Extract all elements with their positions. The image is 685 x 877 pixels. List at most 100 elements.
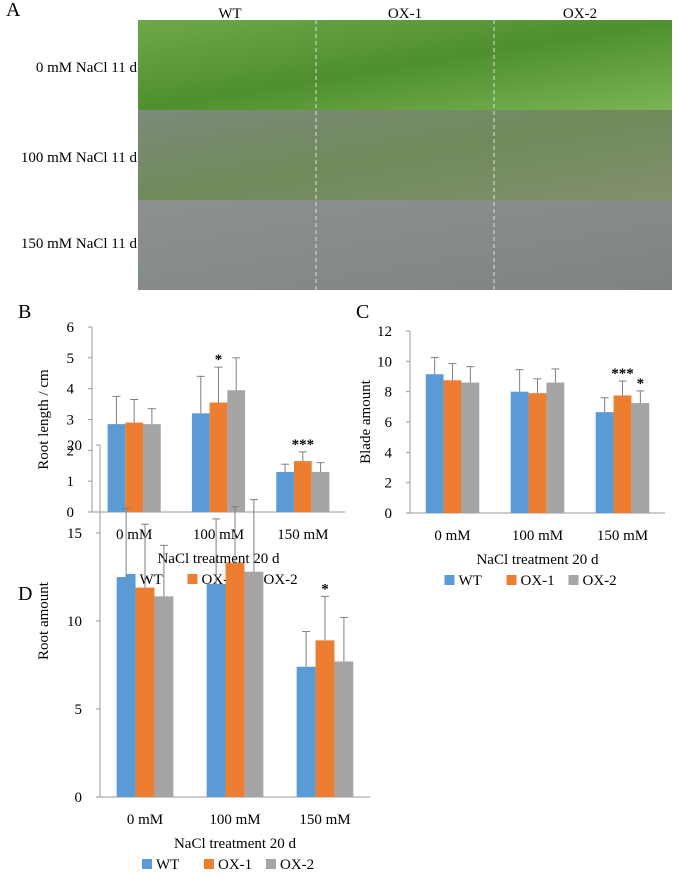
- error-bar: [316, 462, 325, 472]
- error-bar: [231, 506, 239, 563]
- significance: ***: [611, 366, 634, 382]
- error-bar: [249, 499, 258, 572]
- bar: [116, 577, 136, 797]
- error-bar: [551, 368, 560, 383]
- x-tick-label: 0 mM: [127, 812, 163, 828]
- y-tick-label: 4: [385, 445, 393, 461]
- y-tick-label: 15: [67, 526, 82, 542]
- bar: [296, 666, 316, 797]
- error-bar: [302, 631, 311, 667]
- legend-label: OX-2: [280, 857, 314, 872]
- bar: [461, 382, 480, 513]
- x-axis-label: NaCl treatment 20 d: [157, 551, 280, 567]
- y-tick-label: 5: [75, 702, 83, 718]
- error-bar: [600, 397, 609, 413]
- bar: [206, 584, 226, 797]
- y-tick-label: 10: [67, 614, 82, 630]
- x-tick-label: 100 mM: [512, 528, 563, 544]
- bar: [209, 402, 228, 512]
- bar: [293, 461, 312, 512]
- bar: [528, 393, 547, 513]
- legend-label: WT: [156, 857, 179, 872]
- legend-swatch: [142, 859, 152, 869]
- legend-swatch: [204, 859, 214, 869]
- bar: [143, 424, 161, 512]
- y-tick-label: 5: [67, 351, 75, 367]
- column-label: WT: [218, 6, 241, 22]
- legend-label: WT: [459, 573, 482, 589]
- error-bar: [636, 390, 645, 404]
- bar: [595, 412, 614, 513]
- error-bar: [159, 544, 168, 597]
- error-bar: [515, 369, 524, 392]
- bar: [135, 587, 155, 797]
- bar: [276, 471, 294, 512]
- row-label: 0 mM NaCl 11 d: [36, 60, 138, 76]
- bar: [510, 391, 529, 513]
- photo-row: [138, 20, 672, 110]
- photo: A WT OX-1 OX-2 0 mM NaCl 11 d 100 mM NaC…: [6, 0, 672, 290]
- y-axis-label: Root length / cm: [36, 369, 52, 470]
- row-label: 100 mM NaCl 11 d: [21, 150, 138, 166]
- x-tick-label: 150 mM: [597, 528, 648, 544]
- bar: [613, 395, 632, 513]
- column-label: OX-1: [388, 6, 422, 22]
- bar: [631, 403, 650, 513]
- x-tick-label: 0 mM: [434, 528, 470, 544]
- x-tick-label: 0 mM: [116, 527, 152, 543]
- bar: [334, 661, 354, 797]
- bar: [311, 471, 330, 512]
- error-bar: [212, 518, 221, 585]
- legend-swatch: [266, 859, 276, 869]
- error-bar: [298, 451, 307, 462]
- error-bar: [618, 380, 627, 396]
- legend-swatch: [568, 575, 579, 585]
- bar: [191, 413, 210, 512]
- significance: *: [321, 581, 329, 597]
- panel-label: D: [18, 583, 32, 605]
- x-tick-label: 100 mM: [193, 527, 244, 543]
- y-tick-label: 0: [385, 506, 393, 522]
- y-tick-label: 20: [67, 438, 82, 454]
- legend-label: WT: [140, 572, 163, 588]
- bar: [154, 596, 174, 797]
- y-tick-label: 10: [377, 354, 392, 370]
- y-tick-label: 6: [67, 320, 75, 336]
- y-tick-label: 2: [67, 443, 75, 459]
- error-bar: [196, 375, 205, 414]
- y-axis-label: Blade amount: [358, 379, 374, 464]
- x-tick-label: 100 mM: [209, 812, 260, 828]
- error-bar: [430, 357, 439, 375]
- photo-row: [138, 110, 672, 200]
- y-tick-label: 2: [385, 476, 393, 492]
- error-bar: [321, 595, 329, 641]
- legend-label: OX-2: [583, 573, 617, 589]
- bar: [315, 640, 335, 797]
- chart: C 0 2 4 6 8 10 12 Blade amount 0 mM 100 mM 150 mM **…: [356, 301, 665, 589]
- panel-label: C: [356, 301, 369, 323]
- error-bar: [339, 616, 348, 662]
- x-axis-label: NaCl treatment 20 d: [174, 836, 297, 852]
- bar: [244, 571, 264, 797]
- x-tick-label: 150 mM: [299, 812, 350, 828]
- error-bar: [533, 378, 542, 394]
- x-axis-label: NaCl treatment 20 d: [476, 552, 599, 568]
- error-bar: [122, 507, 131, 577]
- row-label: 150 mM NaCl 11 d: [21, 236, 138, 252]
- error-bar: [147, 408, 156, 425]
- error-bar: [281, 463, 290, 472]
- error-bar: [232, 357, 241, 391]
- bar: [227, 390, 246, 512]
- legend-label: OX-1: [218, 857, 252, 872]
- x-tick-label: 150 mM: [277, 527, 328, 543]
- y-tick-label: 1: [67, 474, 75, 490]
- significance: ***: [292, 437, 315, 453]
- error-bar: [466, 366, 475, 383]
- y-tick-label: 4: [67, 382, 75, 398]
- legend-swatch: [444, 575, 455, 585]
- legend-label: OX-2: [264, 572, 298, 588]
- significance: *: [215, 352, 223, 368]
- legend-label: OX-1: [521, 573, 555, 589]
- bar: [107, 424, 126, 512]
